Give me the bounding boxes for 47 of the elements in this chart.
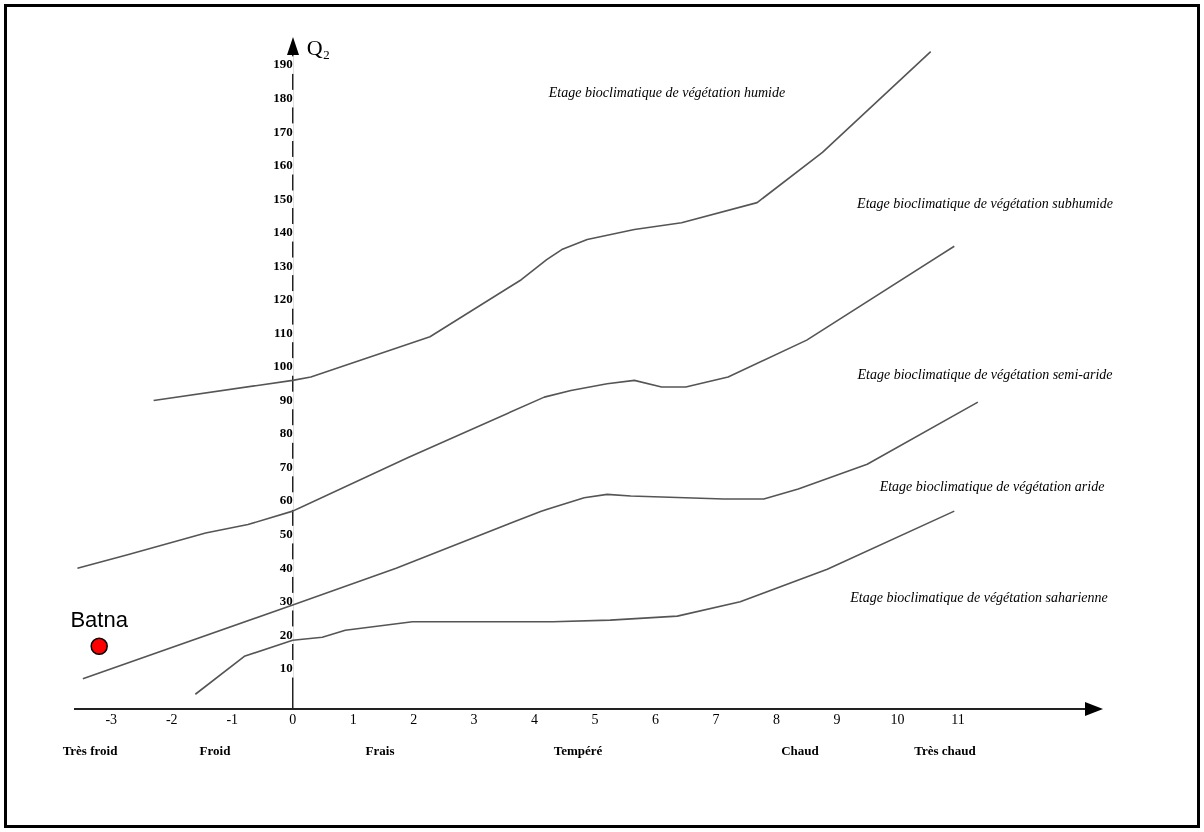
- x-tick-label: 8: [772, 712, 780, 728]
- annotation: Etage bioclimatique de végétation humide: [547, 84, 786, 100]
- annotation: Etage bioclimatique de végétation semi-aride: [856, 366, 1113, 382]
- x-tick-label: 1: [349, 712, 357, 728]
- y-tick-label: 10: [279, 660, 293, 676]
- y-tick-label: 120: [273, 291, 293, 307]
- y-tick-label: 60: [279, 492, 293, 508]
- y-tick-label: 170: [273, 123, 293, 139]
- x-tick-label: 11: [951, 712, 965, 728]
- text: Très froid: [62, 743, 119, 759]
- y-tick-label: 100: [273, 358, 293, 374]
- x-tick-label: 10: [890, 712, 905, 728]
- y-tick-label: 20: [279, 626, 293, 642]
- y-tick-label: 30: [279, 593, 293, 609]
- x-tick-label: 3: [470, 712, 478, 728]
- x-tick-label: -3: [105, 712, 118, 728]
- text: Chaud: [781, 743, 820, 759]
- y-tick-label: 180: [273, 90, 293, 106]
- y-tick-label: 40: [279, 559, 293, 575]
- x-tick-label: 7: [712, 712, 720, 728]
- x-tick-label: 5: [591, 712, 599, 728]
- text: Tempéré: [553, 743, 603, 759]
- annotation: Etage bioclimatique de végétation aride: [878, 478, 1105, 494]
- y-tick-label: 190: [273, 56, 293, 72]
- x-tick-label: -1: [226, 712, 239, 728]
- y-axis-title: Q₂: [306, 34, 331, 60]
- y-tick-label: 140: [273, 224, 293, 240]
- y-tick-label: 50: [279, 525, 293, 541]
- y-tick-label: 150: [273, 190, 293, 206]
- x-tick-label: 2: [410, 712, 418, 728]
- text: Très chaud: [914, 743, 977, 759]
- x-tick-label: 6: [652, 712, 660, 728]
- annotation: Etage bioclimatique de végétation saharienne: [849, 589, 1108, 605]
- x-tick-label: 0: [289, 712, 297, 728]
- x-tick-label: 4: [531, 712, 539, 728]
- y-tick-label: 80: [279, 425, 293, 441]
- y-tick-label: 70: [279, 458, 293, 474]
- x-tick-label: 9: [833, 712, 841, 728]
- text: Frais: [365, 743, 395, 759]
- y-tick-label: 130: [273, 257, 293, 273]
- y-tick-label: 90: [279, 391, 293, 407]
- text: Froid: [199, 743, 232, 759]
- y-tick-label: 110: [273, 324, 293, 340]
- annotation: Etage bioclimatique de végétation subhumide: [856, 195, 1113, 211]
- series-label: Batna: [70, 607, 129, 633]
- y-tick-label: 160: [273, 157, 293, 173]
- x-tick-label: -2: [165, 712, 178, 728]
